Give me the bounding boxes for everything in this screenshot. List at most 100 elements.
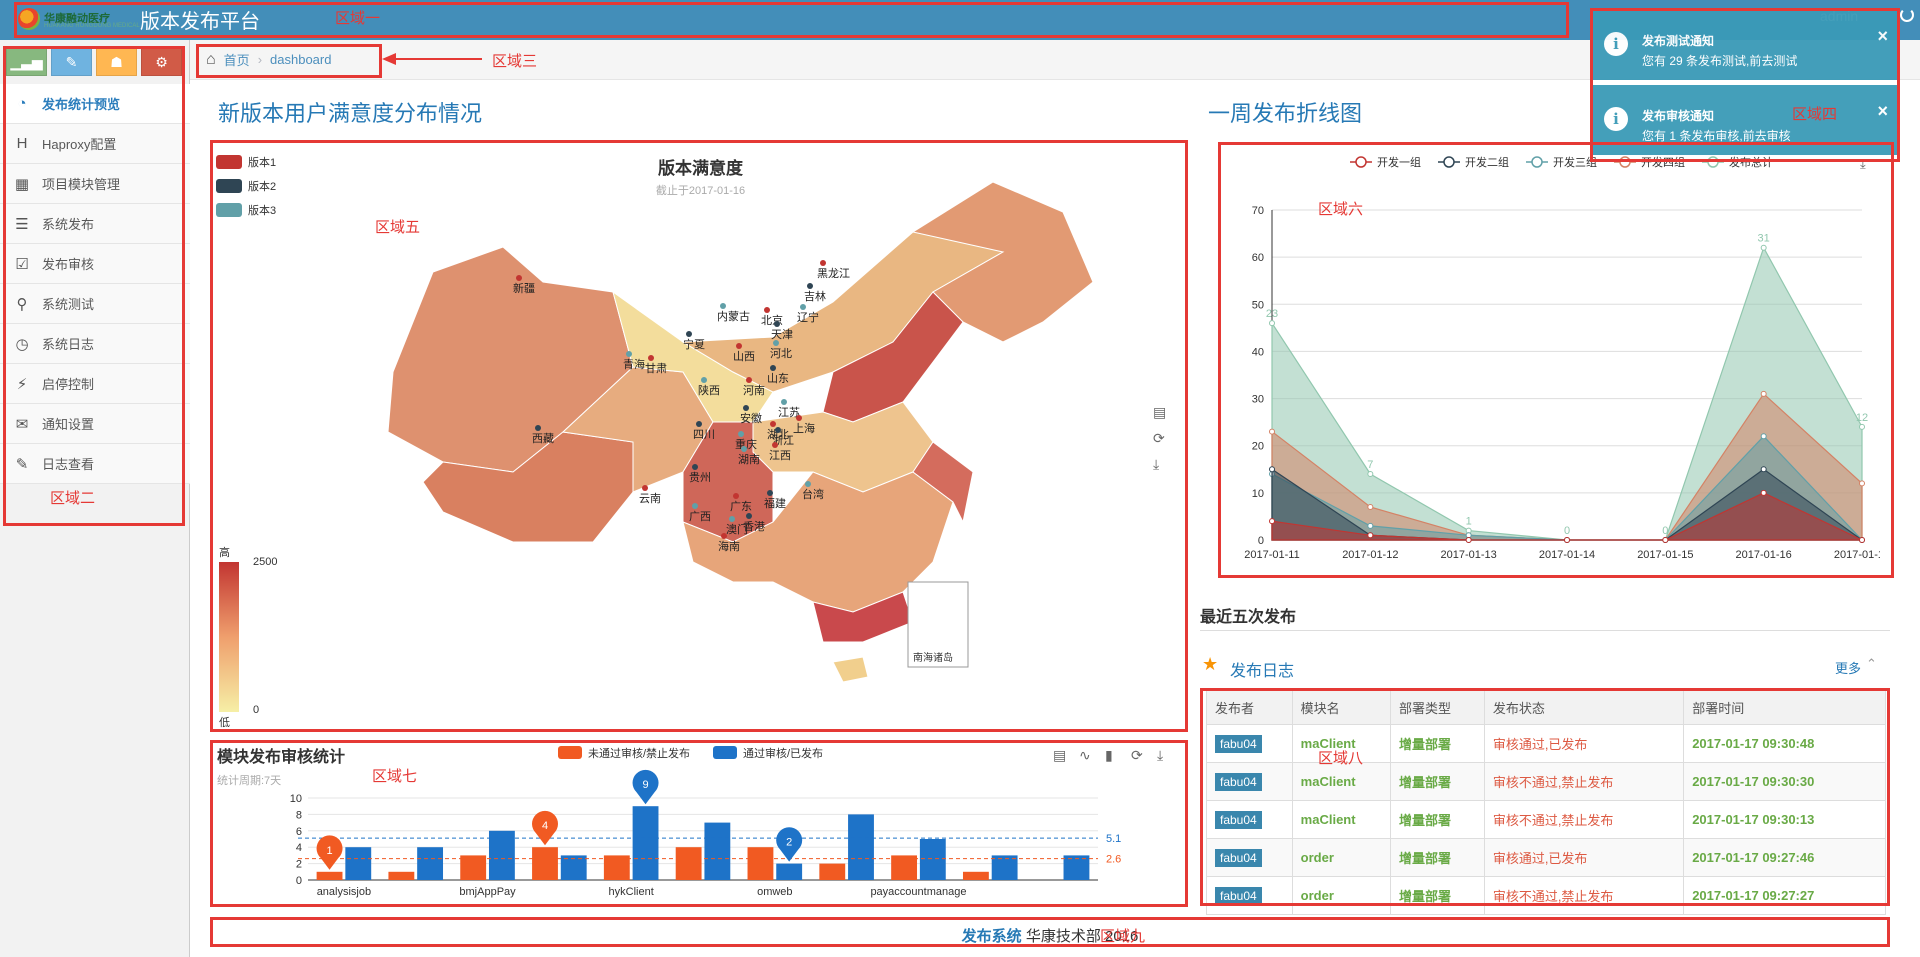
footer-brand[interactable]: 发布系统 (961, 928, 1022, 945)
province-point (773, 340, 779, 346)
map-legend-item[interactable]: 版本3 (216, 202, 276, 218)
edit-icon: ✎ (15, 455, 29, 473)
bar (919, 839, 946, 880)
data-point (1760, 489, 1767, 496)
breadcrumb-current[interactable]: dashboard (270, 52, 332, 67)
deploy-type: 增量部署 (1398, 737, 1451, 752)
sidebar-item[interactable]: ◔ 发布统计预览 (0, 84, 190, 124)
refresh-icon: ⟳ (1131, 747, 1143, 763)
visual-map-scale[interactable] (219, 562, 239, 712)
x-tick-label: 2017-01-12 (1342, 549, 1398, 561)
table-row[interactable]: fabu04 order 增量部署 审核不通过,禁止发布 2017-01-17 09:2… (1206, 876, 1886, 915)
province-point (692, 503, 698, 509)
cogs-icon[interactable]: ⚙ (141, 48, 182, 76)
sidebar-item[interactable]: ☰ 系统发布 (0, 204, 190, 244)
group-icon[interactable]: ☗ (96, 48, 137, 76)
notification-body[interactable]: 您有 29 条发布测试,前去测试 (1642, 54, 1798, 68)
sidebar-item-label: Haproxy配置 (42, 137, 117, 152)
y-tick-label: 4 (296, 842, 302, 854)
bar (704, 822, 731, 880)
close-icon[interactable]: × (1877, 101, 1888, 121)
region-label-5: 区域五 (375, 219, 421, 236)
data-view-icon[interactable]: ▤ (1153, 404, 1167, 420)
sidebar-item[interactable]: ⚡ 启停控制 (0, 364, 190, 404)
logo-subtext: HUAKANG RONGDONG MEDICAL (44, 23, 140, 29)
province-point (721, 533, 727, 539)
chevron-up-icon[interactable]: ⌃ (1866, 656, 1877, 671)
y-tick-label: 2 (296, 859, 302, 871)
data-point (1859, 423, 1865, 430)
table-row[interactable]: fabu04 maClient 增量部署 审核不通过,禁止发布 2017-01-17 0… (1206, 762, 1886, 801)
y-tick-label: 0 (1258, 535, 1264, 547)
data-point (1465, 537, 1472, 543)
table-cell: fabu04 (1206, 724, 1293, 763)
data-label: 7 (1367, 459, 1373, 471)
download-icon[interactable]: ⤓ (1153, 456, 1160, 472)
column-header[interactable]: 部署类型 (1389, 690, 1485, 725)
province-point (701, 377, 707, 383)
y-tick-label: 10 (290, 793, 302, 805)
notification-review[interactable]: i 发布审核通知 您有 1 条发布审核,前去审核 × (1590, 85, 1900, 155)
sidebar-item[interactable]: ☑ 发布审核 (0, 244, 190, 284)
notification-body[interactable]: 您有 1 条发布审核,前去审核 (1642, 129, 1791, 143)
province-point (764, 307, 770, 313)
map-legend-item[interactable]: 版本1 (216, 154, 276, 170)
close-icon[interactable]: × (1877, 26, 1888, 46)
refresh-icon[interactable]: ⟳ (1153, 430, 1165, 446)
column-header[interactable]: 发布状态 (1483, 690, 1685, 725)
data-point (1367, 532, 1374, 539)
province-label: 吉林 (804, 289, 826, 303)
scale-high-label: 高 (219, 547, 230, 559)
province-point (746, 377, 752, 383)
sidebar-item[interactable]: ✉ 通知设置 (0, 404, 190, 444)
column-header[interactable]: 发布者 (1206, 690, 1293, 725)
scale-low-label: 低 (219, 717, 230, 729)
legend-swatch (216, 179, 242, 193)
province-point (775, 427, 781, 433)
release-status: 审核通过,已发布 (1492, 737, 1588, 752)
inset-label: 南海诸岛 (913, 653, 953, 664)
more-link[interactable]: 更多 (1835, 661, 1862, 676)
bar (747, 847, 774, 880)
province-label: 河北 (770, 347, 792, 360)
data-label: 31 (1758, 233, 1770, 245)
sidebar-item-label: 系统发布 (42, 217, 95, 232)
release-status: 审核不通过,禁止发布 (1492, 813, 1614, 828)
x-tick-label: bmjAppPay (459, 886, 516, 898)
data-point (1760, 466, 1767, 473)
sidebar-item[interactable]: ✎ 日志查看 (0, 444, 190, 484)
province-label: 宁夏 (683, 337, 705, 351)
y-tick-label: 70 (1252, 205, 1264, 217)
sidebar-item[interactable]: ▦ 项目模块管理 (0, 164, 190, 204)
x-tick-label: 2017-01-17 (1834, 549, 1880, 561)
province-point (696, 421, 702, 427)
map-legend-item[interactable]: 版本2 (216, 178, 276, 194)
table-row[interactable]: fabu04 order 增量部署 审核通过,已发布 2017-01-17 09:27:… (1206, 838, 1886, 877)
data-point (1269, 518, 1275, 525)
h-icon: H (16, 135, 28, 152)
table-row[interactable]: fabu04 maClient 增量部署 审核通过,已发布 2017-01-17 09:… (1206, 724, 1886, 763)
pencil-icon[interactable]: ✎ (51, 48, 92, 76)
release-status: 审核不通过,禁止发布 (1492, 889, 1614, 904)
province-point (746, 513, 752, 519)
y-tick-label: 50 (1252, 299, 1264, 311)
recent-divider (1200, 630, 1890, 631)
signal-icon[interactable]: ▁▃▅ (6, 48, 47, 76)
column-header[interactable]: 部署时间 (1683, 690, 1886, 725)
column-header[interactable]: 模块名 (1291, 690, 1391, 725)
region-label-8: 区域八 (1318, 750, 1364, 767)
table-row[interactable]: fabu04 maClient 增量部署 审核不通过,禁止发布 2017-01-17 0… (1206, 800, 1886, 839)
province-point (741, 446, 747, 452)
power-icon[interactable] (1900, 8, 1914, 22)
sidebar-item[interactable]: H Haproxy配置 (0, 124, 190, 164)
region-label-9: 区域九 (1100, 928, 1146, 945)
notification-test[interactable]: i 发布测试通知 您有 29 条发布测试,前去测试 × (1590, 10, 1900, 80)
sidebar-item[interactable]: ◷ 系统日志 (0, 324, 190, 364)
breadcrumb-home[interactable]: 首页 (223, 53, 250, 68)
company-logo[interactable]: 华康融动医疗 HUAKANG RONGDONG MEDICAL (18, 6, 140, 34)
map-region-northeast (911, 181, 1094, 343)
sidebar-item[interactable]: ⚲ 系统测试 (0, 284, 190, 324)
